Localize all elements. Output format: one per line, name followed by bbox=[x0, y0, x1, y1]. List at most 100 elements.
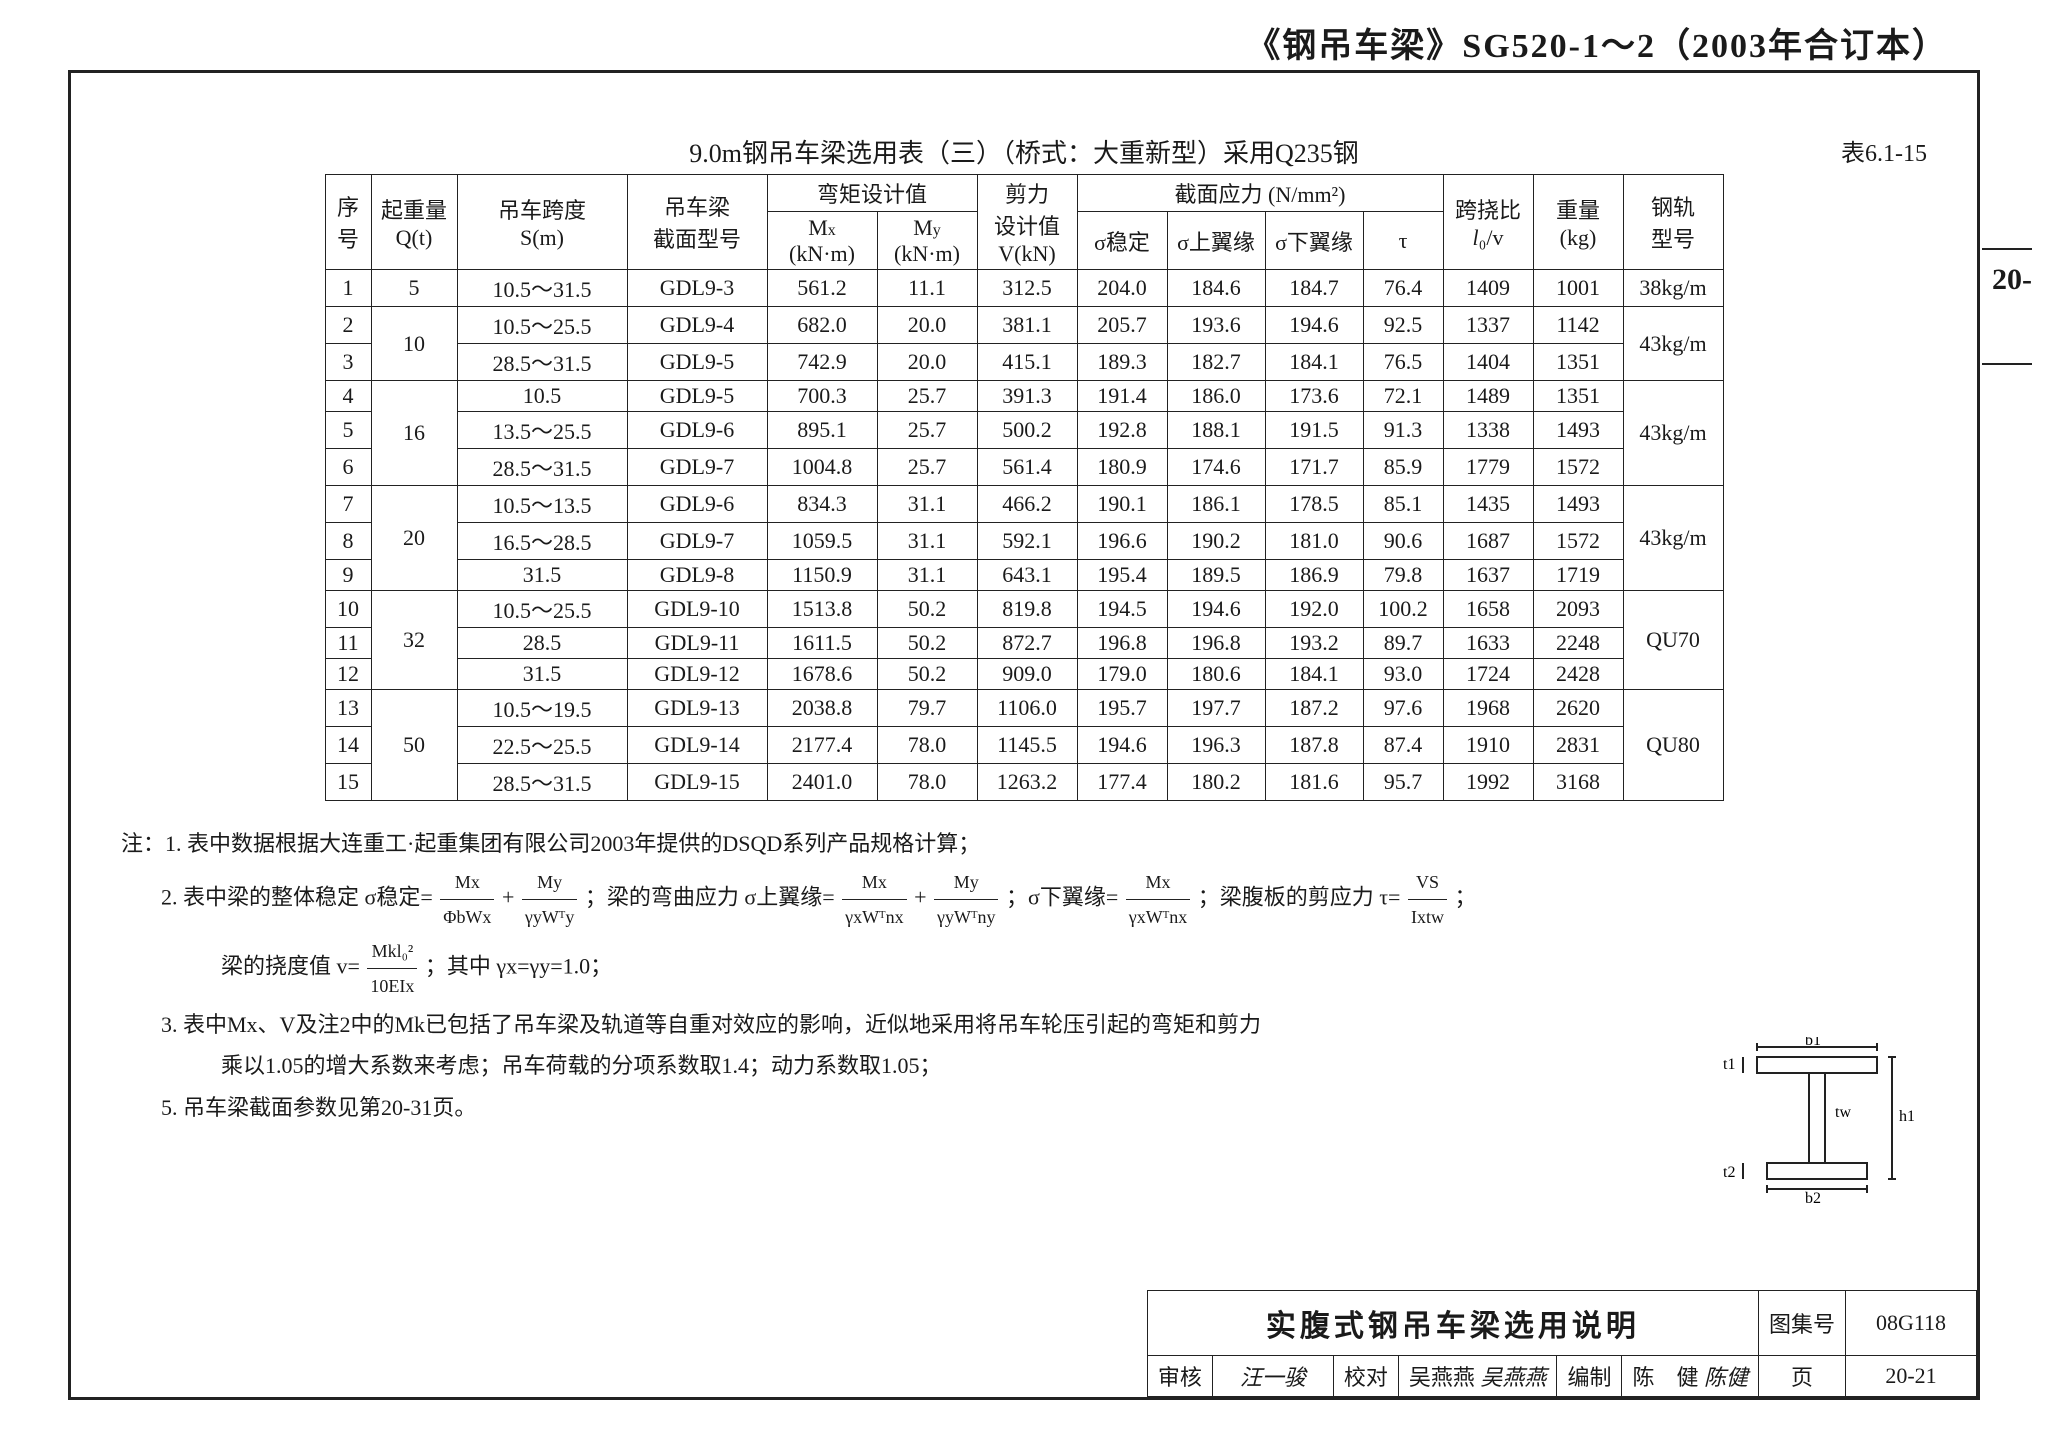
table-row: 816.5～28.5GDL9-71059.531.1592.1196.6190.… bbox=[325, 523, 1723, 560]
cell-r: 1992 bbox=[1443, 764, 1533, 801]
table-row: 21010.5～25.5GDL9-4682.020.0381.1205.7193… bbox=[325, 307, 1723, 344]
cell-seq: 2 bbox=[325, 307, 371, 344]
cell-v: 1145.5 bbox=[977, 727, 1077, 764]
cell-r: 1910 bbox=[1443, 727, 1533, 764]
cell-r: 1779 bbox=[1443, 449, 1533, 486]
cell-t: 76.4 bbox=[1363, 270, 1443, 307]
th-rail: 钢轨型号 bbox=[1623, 175, 1723, 270]
cell-s3: 184.7 bbox=[1265, 270, 1363, 307]
th-moment: 弯矩设计值 bbox=[767, 175, 977, 212]
i-section-diagram: b1 b2 tw h1 t1 t2 bbox=[1717, 1037, 1917, 1207]
cell-t: 90.6 bbox=[1363, 523, 1443, 560]
cell-s3: 181.6 bbox=[1265, 764, 1363, 801]
cell-w: 1142 bbox=[1533, 307, 1623, 344]
cell-s: 28.5～31.5 bbox=[457, 764, 627, 801]
th-mx: Mx(kN·m) bbox=[767, 212, 877, 270]
selection-table: 序号 起重量Q(t) 吊车跨度S(m) 吊车梁截面型号 弯矩设计值 剪力设计值V… bbox=[325, 174, 1724, 801]
cell-s: 22.5～25.5 bbox=[457, 727, 627, 764]
cell-mx: 1611.5 bbox=[767, 628, 877, 659]
cell-q: 5 bbox=[371, 270, 457, 307]
dim-b1: b1 bbox=[1805, 1037, 1821, 1049]
cell-q: 50 bbox=[371, 690, 457, 801]
cell-seq: 6 bbox=[325, 449, 371, 486]
cell-w: 3168 bbox=[1533, 764, 1623, 801]
cell-s1: 195.4 bbox=[1077, 560, 1167, 591]
cell-mx: 742.9 bbox=[767, 344, 877, 381]
cell-mx: 1150.9 bbox=[767, 560, 877, 591]
fraction: MyγyWᵀny bbox=[934, 865, 998, 934]
th-section: 吊车梁截面型号 bbox=[627, 175, 767, 270]
tb-drafter: 陈 健 陈健 bbox=[1622, 1356, 1759, 1397]
note-text: + bbox=[914, 885, 932, 910]
dim-t1: t1 bbox=[1723, 1056, 1735, 1073]
cell-s3: 173.6 bbox=[1265, 381, 1363, 412]
cell-t: 93.0 bbox=[1363, 659, 1443, 690]
tb-review-lbl: 审核 bbox=[1147, 1356, 1212, 1397]
fraction: MxγxWᵀnx bbox=[1126, 865, 1190, 934]
cell-s2: 184.6 bbox=[1167, 270, 1265, 307]
cell-sec: GDL9-11 bbox=[627, 628, 767, 659]
cell-s1: 180.9 bbox=[1077, 449, 1167, 486]
cell-sec: GDL9-7 bbox=[627, 523, 767, 560]
note-text: ；梁的弯曲应力 σ上翼缘= bbox=[585, 885, 835, 910]
cell-s2: 197.7 bbox=[1167, 690, 1265, 727]
dim-t2: t2 bbox=[1723, 1164, 1735, 1181]
cell-s1: 196.6 bbox=[1077, 523, 1167, 560]
cell-s3: 192.0 bbox=[1265, 591, 1363, 628]
cell-s1: 194.6 bbox=[1077, 727, 1167, 764]
cell-sec: GDL9-13 bbox=[627, 690, 767, 727]
cell-s: 10.5 bbox=[457, 381, 627, 412]
cell-v: 1106.0 bbox=[977, 690, 1077, 727]
table-number: 表6.1-15 bbox=[1841, 133, 1927, 168]
table-row: 1231.5GDL9-121678.650.2909.0179.0180.618… bbox=[325, 659, 1723, 690]
cell-w: 1572 bbox=[1533, 449, 1623, 486]
table-row: 628.5～31.5GDL9-71004.825.7561.4180.9174.… bbox=[325, 449, 1723, 486]
fraction: MxγxWᵀnx bbox=[842, 865, 906, 934]
cell-mx: 1513.8 bbox=[767, 591, 877, 628]
drawing-frame: 20- 9.0m钢吊车梁选用表（三）（桥式：大重新型）采用Q235钢 表6.1-… bbox=[68, 70, 1980, 1400]
cell-s3: 184.1 bbox=[1265, 344, 1363, 381]
table-title: 9.0m钢吊车梁选用表（三）（桥式：大重新型）采用Q235钢 bbox=[689, 139, 1359, 168]
cell-s: 31.5 bbox=[457, 560, 627, 591]
cell-my: 79.7 bbox=[877, 690, 977, 727]
cell-r: 1687 bbox=[1443, 523, 1533, 560]
cell-r: 1724 bbox=[1443, 659, 1533, 690]
cell-seq: 10 bbox=[325, 591, 371, 628]
notes: 注：1. 表中数据根据大连重工·起重集团有限公司2003年提供的DSQD系列产品… bbox=[111, 823, 1545, 1129]
cell-seq: 7 bbox=[325, 486, 371, 523]
tb-atlas-no: 08G118 bbox=[1846, 1291, 1977, 1356]
cell-s3: 178.5 bbox=[1265, 486, 1363, 523]
th-q: 起重量Q(t) bbox=[371, 175, 457, 270]
cell-t: 76.5 bbox=[1363, 344, 1443, 381]
cell-v: 561.4 bbox=[977, 449, 1077, 486]
note-3: 3. 表中Mx、V及注2中的Mk已包括了吊车梁及轨道等自重对效应的影响，近似地采… bbox=[121, 1004, 1545, 1088]
cell-my: 31.1 bbox=[877, 486, 977, 523]
cell-s1: 179.0 bbox=[1077, 659, 1167, 690]
side-tab: 20- bbox=[1992, 263, 2032, 297]
th-supper: σ上翼缘 bbox=[1167, 212, 1265, 270]
cell-my: 25.7 bbox=[877, 381, 977, 412]
cell-sec: GDL9-7 bbox=[627, 449, 767, 486]
cell-s: 28.5 bbox=[457, 628, 627, 659]
cell-my: 50.2 bbox=[877, 659, 977, 690]
cell-w: 2428 bbox=[1533, 659, 1623, 690]
cell-w: 1493 bbox=[1533, 486, 1623, 523]
cell-w: 2248 bbox=[1533, 628, 1623, 659]
cell-q: 32 bbox=[371, 591, 457, 690]
cell-t: 72.1 bbox=[1363, 381, 1443, 412]
cell-r: 1404 bbox=[1443, 344, 1533, 381]
cell-s: 10.5～25.5 bbox=[457, 307, 627, 344]
dim-tw: tw bbox=[1835, 1104, 1851, 1121]
cell-s1: 192.8 bbox=[1077, 412, 1167, 449]
note-text: ；其中 γx=γy=1.0； bbox=[425, 954, 612, 979]
note-5: 5. 吊车梁截面参数见第20-31页。 bbox=[121, 1087, 1545, 1129]
table-row: 1510.5～31.5GDL9-3561.211.1312.5204.0184.… bbox=[325, 270, 1723, 307]
side-rule bbox=[1982, 248, 2032, 250]
cell-s: 16.5～28.5 bbox=[457, 523, 627, 560]
cell-r: 1968 bbox=[1443, 690, 1533, 727]
table-row: 1128.5GDL9-111611.550.2872.7196.8196.819… bbox=[325, 628, 1723, 659]
cell-s1: 190.1 bbox=[1077, 486, 1167, 523]
th-stress: 截面应力 (N/mm²) bbox=[1077, 175, 1443, 212]
cell-t: 97.6 bbox=[1363, 690, 1443, 727]
cell-t: 79.8 bbox=[1363, 560, 1443, 591]
